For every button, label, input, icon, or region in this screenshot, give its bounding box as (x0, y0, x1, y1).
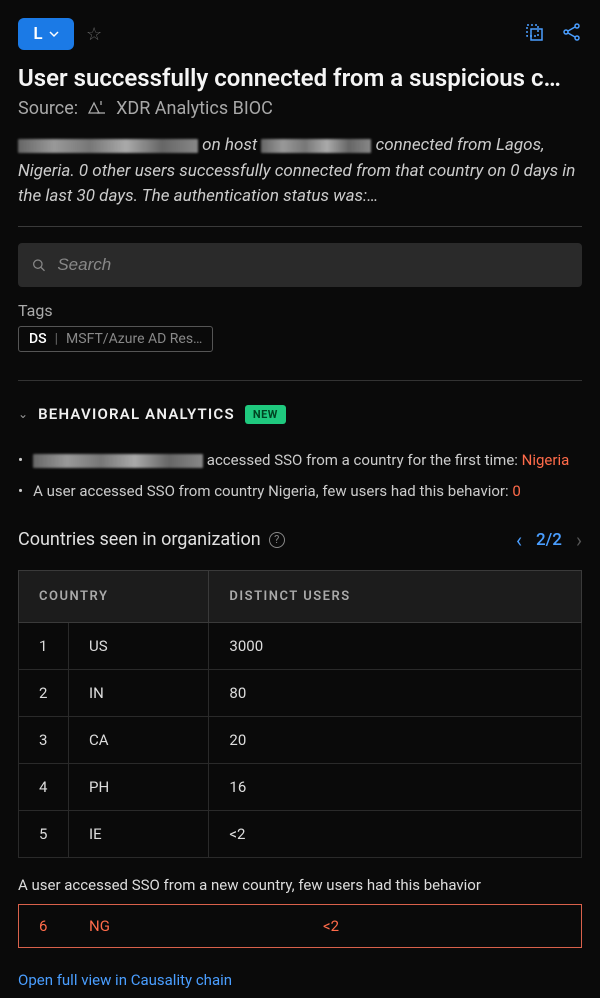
table-row: 3CA20 (19, 716, 582, 763)
table-row: 1US3000 (19, 622, 582, 669)
divider (18, 226, 582, 227)
highlight-row: 6 NG <2 (18, 904, 582, 948)
new-badge: NEW (245, 405, 286, 424)
redacted-user (18, 139, 198, 153)
source-line: Source: XDR Analytics BIOC (18, 98, 582, 119)
tags-pill[interactable]: DS | MSFT/Azure AD Res… (18, 326, 213, 352)
chevron-down-icon: ⌄ (18, 407, 28, 421)
row-country: CA (69, 716, 209, 763)
row-users: 3000 (209, 622, 582, 669)
tags-label: Tags (18, 301, 582, 320)
source-value: XDR Analytics BIOC (116, 98, 273, 119)
table-title: Countries seen in organization ? (18, 529, 285, 550)
redacted-user (33, 454, 203, 468)
help-icon[interactable]: ? (269, 532, 285, 548)
row-users: <2 (209, 810, 582, 857)
pager: ‹ 2/2 › (516, 528, 582, 552)
col-users: DISTINCT USERS (209, 570, 582, 622)
col-country: COUNTRY (19, 570, 209, 622)
row-country: PH (69, 763, 209, 810)
row-index: 2 (19, 669, 69, 716)
row-index: 4 (19, 763, 69, 810)
severity-letter: L (33, 24, 42, 44)
table-row: 5IE<2 (19, 810, 582, 857)
row-country: US (69, 622, 209, 669)
row-country: IN (69, 669, 209, 716)
tag-primary: DS (29, 331, 47, 347)
row-index: 5 (19, 810, 69, 857)
graph-icon[interactable] (562, 22, 582, 46)
page-indicator: 2/2 (536, 530, 562, 550)
row-country: IE (69, 810, 209, 857)
section-header[interactable]: ⌄ BEHAVIORAL ANALYTICS NEW (18, 380, 582, 424)
alert-title: User successfully connected from a suspi… (18, 64, 582, 92)
causality-link[interactable]: Open full view in Causality chain (18, 971, 232, 989)
search-input[interactable] (57, 255, 568, 275)
highlight-country: NG (69, 905, 303, 947)
search-icon (32, 258, 45, 272)
highlight-index: 6 (19, 905, 69, 947)
list-item: accessed SSO from a country for the firs… (18, 450, 582, 471)
analytics-bullets: accessed SSO from a country for the firs… (18, 450, 582, 502)
redacted-host (261, 139, 371, 153)
row-index: 1 (19, 622, 69, 669)
tag-separator: | (55, 331, 58, 347)
list-item: A user accessed SSO from country Nigeria… (18, 481, 582, 502)
highlight-caption: A user accessed SSO from a new country, … (18, 876, 582, 894)
row-index: 3 (19, 716, 69, 763)
section-title: BEHAVIORAL ANALYTICS (38, 405, 235, 423)
search-box[interactable] (18, 243, 582, 287)
star-icon[interactable]: ☆ (86, 24, 102, 45)
table-row: 4PH16 (19, 763, 582, 810)
row-users: 20 (209, 716, 582, 763)
highlight-users: <2 (303, 905, 359, 947)
source-label: Source: (18, 98, 78, 119)
analytics-icon (88, 100, 106, 118)
row-users: 16 (209, 763, 582, 810)
alert-description: on host connected from Lagos, Nigeria. 0… (18, 133, 582, 210)
severity-badge[interactable]: L (18, 18, 74, 50)
chevron-down-icon (49, 29, 59, 39)
row-users: 80 (209, 669, 582, 716)
copy-icon[interactable] (524, 22, 544, 46)
prev-page-button[interactable]: ‹ (516, 528, 522, 552)
next-page-button[interactable]: › (576, 528, 582, 552)
tag-rest: MSFT/Azure AD Res… (66, 331, 202, 347)
table-row: 2IN80 (19, 669, 582, 716)
countries-table: COUNTRY DISTINCT USERS 1US30002IN803CA20… (18, 570, 582, 858)
